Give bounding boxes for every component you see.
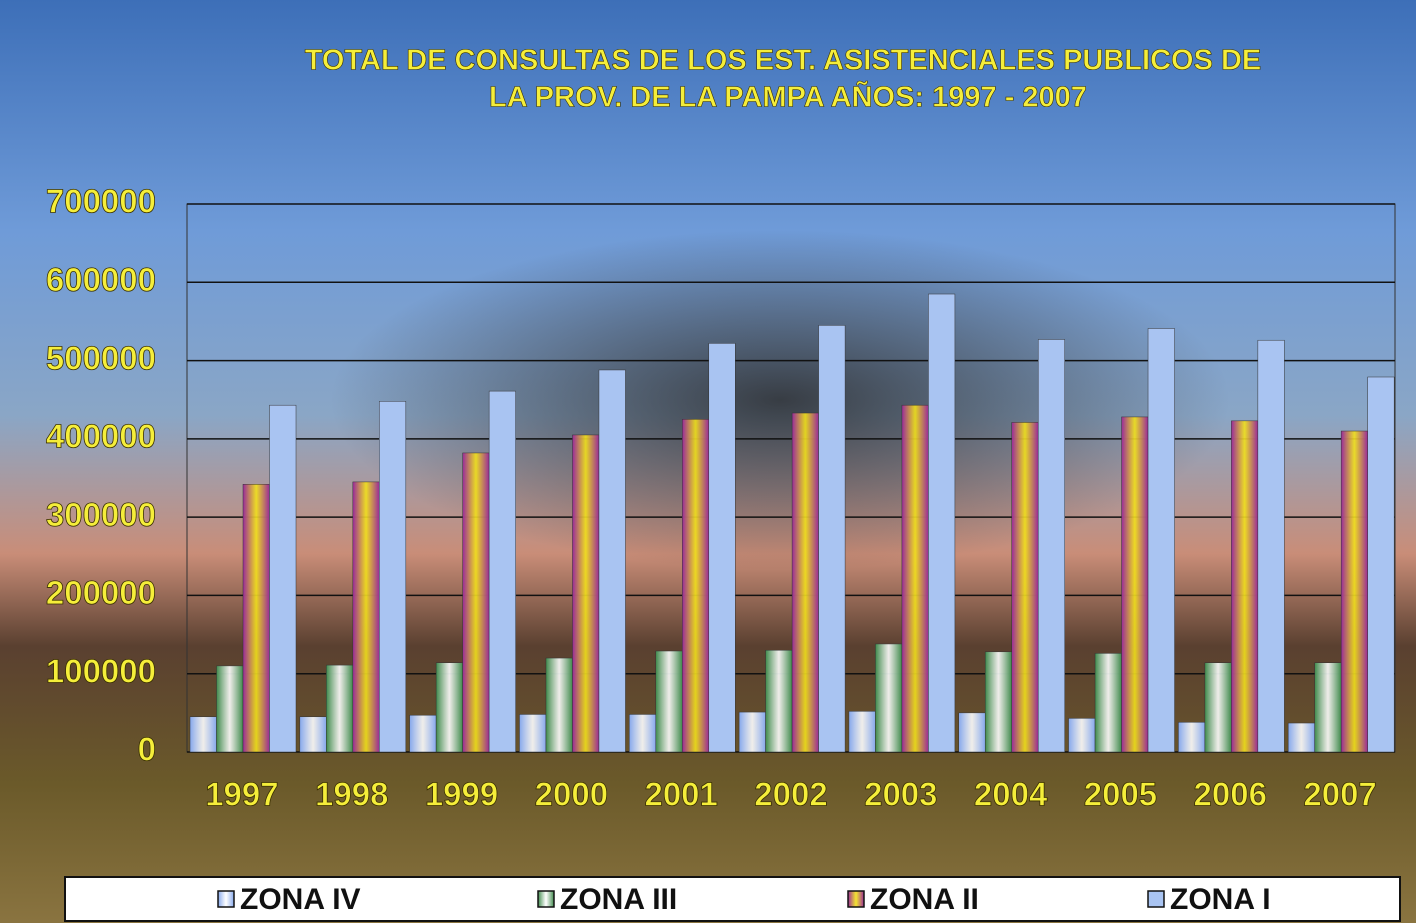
x-tick-label: 2005 [1084,776,1157,813]
x-tick-label: 2004 [974,776,1048,813]
y-tick-label: 0 [138,731,156,768]
bar [243,484,270,752]
x-tick-label: 2002 [754,776,827,813]
bar [709,343,736,752]
x-tick-label: 2006 [1194,776,1267,813]
bar [682,419,709,752]
bar [300,717,327,752]
bar [739,712,766,752]
legend-swatch [1148,891,1164,907]
bar [819,325,846,752]
y-tick-label: 500000 [46,339,156,376]
x-tick-label: 1999 [425,776,498,813]
bar [792,413,819,752]
bar [985,652,1012,752]
y-tick-label: 400000 [46,418,156,455]
bar [326,665,353,752]
legend-swatch [218,891,234,907]
legend-swatch [538,891,554,907]
bar [875,644,902,752]
bar [1069,718,1096,752]
bar [190,717,217,752]
y-tick-label: 100000 [46,652,156,689]
bar [463,453,490,752]
chart-subtitle: LA PROV. DE LA PAMPA AÑOS: 1997 - 2007 [489,80,1087,114]
bar [902,405,929,752]
chart: TOTAL DE CONSULTAS DE LOS EST. ASISTENCI… [0,0,1416,923]
bar [379,401,406,752]
x-tick-label: 2000 [535,776,608,813]
y-tick-label: 200000 [46,574,156,611]
bar [1095,653,1122,752]
bar [1368,377,1395,752]
legend-label: ZONA I [1170,883,1271,916]
bar [353,482,380,752]
y-tick-label: 600000 [46,261,156,298]
y-tick-label: 300000 [46,496,156,533]
x-tick-label: 2007 [1303,776,1376,813]
bar [546,658,573,752]
bar [410,715,437,752]
bar [1288,723,1315,752]
x-tick-label: 2001 [644,776,717,813]
bar [270,405,297,752]
bar [217,666,244,752]
bar [1258,340,1285,752]
bar [572,435,599,752]
x-tick-label: 1998 [315,776,388,813]
bar [1205,663,1232,752]
legend-label: ZONA III [560,883,677,916]
bar [1012,422,1039,752]
bar [959,713,986,752]
bar [849,711,876,752]
x-tick-label: 2003 [864,776,937,813]
bar [1341,431,1368,752]
chart-title: TOTAL DE CONSULTAS DE LOS EST. ASISTENCI… [305,45,1262,77]
bar [1122,417,1149,752]
bar [519,714,546,752]
bar [489,391,516,752]
bar [436,663,463,752]
legend-label: ZONA II [870,883,979,916]
bar [1148,328,1175,752]
x-tick-label: 1997 [205,776,278,813]
bar [1315,663,1342,752]
bar [1038,339,1065,752]
bar [766,650,793,752]
bar [599,370,626,752]
bar [1231,421,1258,752]
legend-label: ZONA IV [240,883,361,916]
legend-swatch [848,891,864,907]
bar [629,714,656,752]
bar [656,651,683,752]
bar [1178,722,1205,752]
bar [928,294,955,752]
y-tick-label: 700000 [46,183,156,220]
